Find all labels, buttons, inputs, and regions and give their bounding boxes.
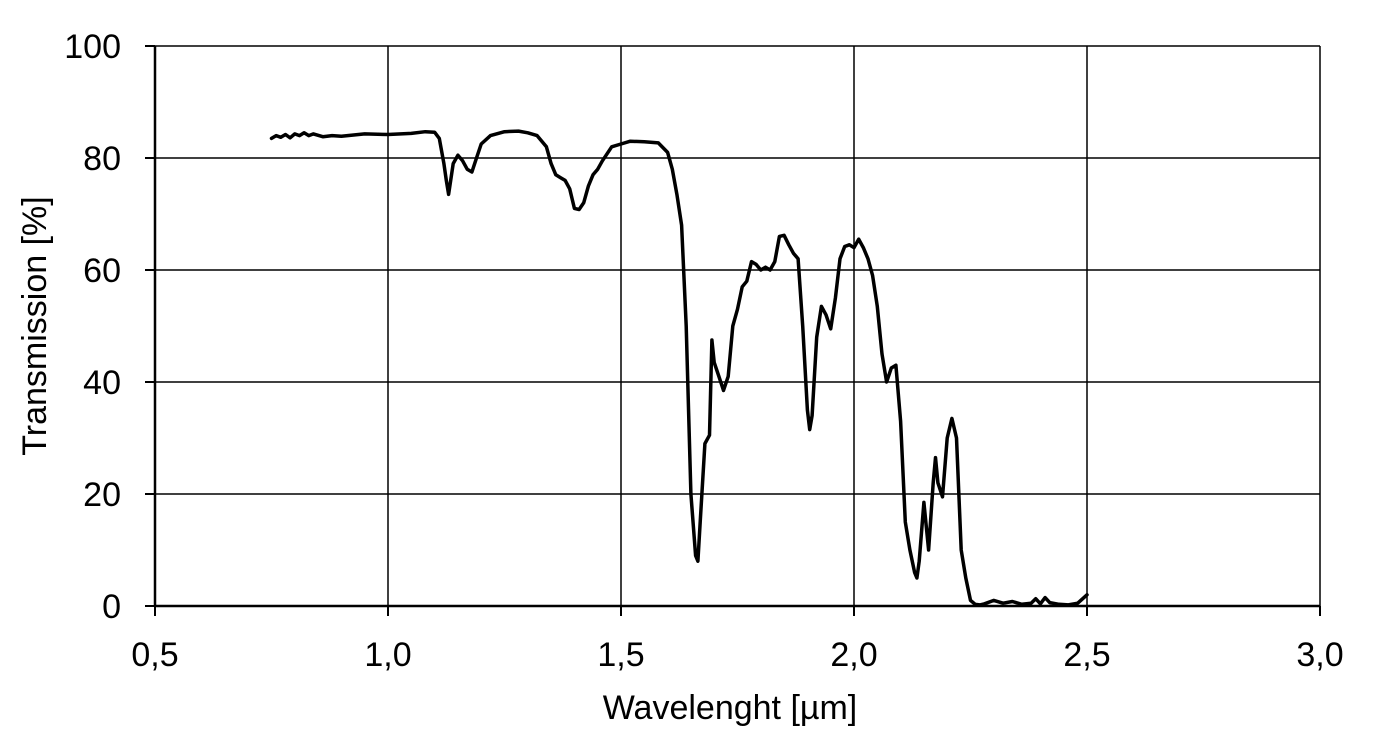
x-tick-label: 1,5 (597, 636, 644, 674)
y-tick-label: 60 (83, 252, 121, 290)
series-group (269, 129, 1089, 607)
y-tick-label: 20 (83, 476, 121, 514)
x-tick-label: 3,0 (1296, 636, 1343, 674)
tick-labels: 0 20 40 60 80 100 0,5 1,0 1,5 2,0 2,5 3,0 (64, 28, 1343, 674)
x-tick-label: 2,5 (1063, 636, 1110, 674)
y-tick-label: 40 (83, 364, 121, 402)
y-axis-title: Transmission [%] (16, 196, 54, 455)
grid-lines (155, 45, 1321, 606)
axes (145, 45, 1321, 616)
x-tick-label: 0,5 (131, 636, 178, 674)
x-tick-label: 2,0 (830, 636, 877, 674)
x-axis-title: Wavelenght [µm] (603, 689, 858, 727)
y-tick-label: 100 (64, 28, 121, 66)
transmission-series-line (269, 129, 1089, 607)
y-tick-label: 80 (83, 140, 121, 178)
x-tick-label: 1,0 (364, 636, 411, 674)
y-tick-label: 0 (102, 588, 121, 626)
